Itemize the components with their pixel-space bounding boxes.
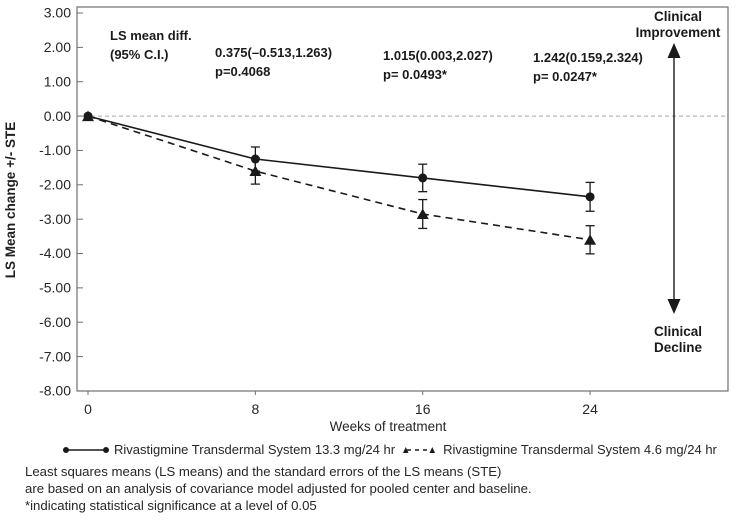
- footnote-line-2: are based on an analysis of covariance m…: [25, 481, 532, 496]
- legend-marker-solid-circle-icon: [63, 446, 109, 453]
- footnote-line-1: Least squares means (LS means) and the s…: [25, 464, 502, 479]
- y-axis-title: LS Mean change +/- STE: [3, 122, 18, 278]
- annotation-week8-estimate: 0.375(–0.513,1.263): [215, 45, 332, 60]
- x-axis-title: Weeks of treatment: [330, 419, 447, 434]
- clinical-improvement-label-line1: Clinical: [654, 9, 702, 24]
- y-tick-label: -6.00: [39, 314, 71, 330]
- x-tick-label: 16: [415, 401, 431, 417]
- y-tick-label: -4.00: [39, 245, 71, 261]
- clinical-improvement-label-line2: Improvement: [636, 25, 721, 40]
- footnotes: Least squares means (LS means) and the s…: [25, 463, 532, 514]
- clinical-decline-label-line1: Clinical: [654, 324, 702, 339]
- y-tick-label: -7.00: [39, 348, 71, 364]
- legend-marker-dashed-triangle-icon: [403, 446, 436, 453]
- y-tick-label: -8.00: [39, 383, 71, 399]
- series-line: [87, 115, 591, 241]
- data-point-triangle: [584, 234, 597, 245]
- y-tick-label: 1.00: [44, 73, 71, 89]
- x-tick-label: 8: [251, 401, 259, 417]
- y-axis: 3.00 2.00 1.00 0.00 -1.00 -2.00 -3.00 -4.00 -5.0…: [39, 5, 83, 399]
- x-axis: 0 8 16 24: [84, 391, 598, 417]
- annotation-header-line1: LS mean diff.: [110, 28, 192, 43]
- arrow-down-icon: [667, 299, 681, 314]
- clinical-direction-arrow: [667, 43, 681, 314]
- data-point-triangle: [82, 110, 94, 122]
- series-line: [87, 115, 591, 198]
- arrow-up-icon: [667, 43, 681, 58]
- annotation-week24-estimate: 1.242(0.159,2.324): [533, 50, 643, 65]
- y-tick-label: 0.00: [44, 108, 71, 124]
- legend-item-4-6mg: Rivastigmine Transdermal System 4.6 mg/2…: [399, 442, 717, 457]
- legend-label-13-3mg: Rivastigmine Transdermal System 13.3 mg/…: [114, 442, 396, 457]
- chart-canvas: 3.00 2.00 1.00 0.00 -1.00 -2.00 -3.00 -4.00 -5.0…: [3, 5, 729, 434]
- footnote-line-3: *indicating statistical significance at …: [25, 498, 317, 513]
- annotation-header-line2: (95% C.I.): [110, 47, 169, 62]
- clinical-decline-label-line2: Decline: [654, 340, 703, 355]
- y-tick-label: -3.00: [39, 211, 71, 227]
- y-tick-label: 3.00: [44, 5, 71, 21]
- y-tick-label: -5.00: [39, 280, 71, 296]
- annotation-week16-estimate: 1.015(0.003,2.027): [383, 48, 493, 63]
- series-13-3mg: [83, 111, 595, 212]
- data-point-triangle: [416, 208, 429, 220]
- series-layer: [82, 110, 597, 255]
- series-4-6mg: [82, 110, 597, 255]
- data-point-triangle: [249, 165, 262, 177]
- x-tick-label: 24: [582, 401, 598, 417]
- legend-item-13-3mg: Rivastigmine Transdermal System 13.3 mg/…: [62, 442, 395, 457]
- plot-border: [76, 6, 729, 392]
- annotation-week24-pvalue: p= 0.0247*: [533, 69, 598, 84]
- legend-label-4-6mg: Rivastigmine Transdermal System 4.6 mg/2…: [443, 442, 717, 457]
- y-tick-label: -1.00: [39, 142, 71, 158]
- x-tick-label: 0: [84, 401, 92, 417]
- data-point-circle: [585, 192, 595, 202]
- annotation-week16-pvalue: p= 0.0493*: [383, 67, 448, 82]
- y-tick-label: 2.00: [44, 39, 71, 55]
- chart-legend: Rivastigmine Transdermal System 13.3 mg/…: [62, 442, 717, 457]
- data-point-circle: [418, 173, 428, 183]
- y-tick-label: -2.00: [39, 177, 71, 193]
- annotation-week8-pvalue: p=0.4068: [215, 64, 270, 79]
